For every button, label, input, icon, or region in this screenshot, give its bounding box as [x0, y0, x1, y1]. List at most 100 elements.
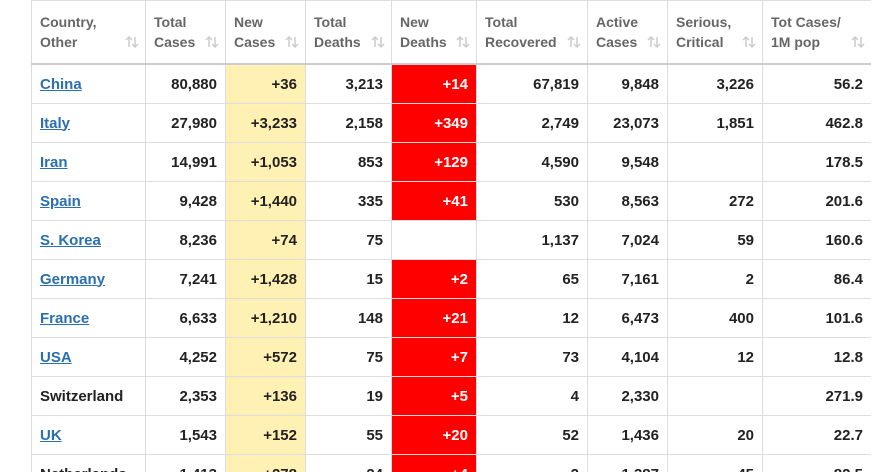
column-header[interactable]: Tot Cases/1M pop — [762, 0, 871, 65]
header-text: Total — [314, 14, 347, 30]
data-row: Switzerland 2,353 +136 19 +5 4 2,330 271.9 — [31, 376, 871, 416]
country-link[interactable]: Spain — [40, 192, 81, 210]
header-text: Active — [596, 14, 639, 30]
country-link[interactable]: China — [40, 75, 82, 93]
data-row: Iran 14,991 +1,053 853 +129 4,590 9,548 178.5 — [31, 142, 871, 182]
data-cell — [667, 376, 763, 416]
data-cell: 12 — [667, 337, 763, 377]
country-link[interactable]: UK — [40, 426, 62, 444]
data-cell: 52 — [476, 415, 588, 455]
data-cell: 75 — [305, 337, 392, 377]
column-header[interactable]: New Deaths — [391, 0, 477, 65]
data-cell: +7 — [391, 337, 477, 377]
data-cell: 9,548 — [587, 142, 668, 182]
header-text: Other — [40, 34, 78, 50]
country-link[interactable]: Iran — [40, 153, 68, 171]
data-cell: 12 — [476, 298, 588, 338]
header-text: Country, — [40, 14, 97, 30]
data-cell: 2,353 — [145, 376, 226, 416]
data-cell: +572 — [225, 337, 306, 377]
data-cell: 22.7 — [762, 415, 871, 455]
data-cell: 4,590 — [476, 142, 588, 182]
data-cell: 4 — [476, 376, 588, 416]
country-cell: Spain — [31, 181, 146, 221]
column-header[interactable]: Total Deaths — [305, 0, 392, 65]
column-header[interactable]: Country, Other — [31, 0, 146, 65]
data-cell: 1,436 — [587, 415, 668, 455]
data-cell: 75 — [305, 220, 392, 260]
country-name: Switzerland — [40, 387, 124, 405]
country-name: Netherlands — [40, 466, 127, 472]
data-cell: 201.6 — [762, 181, 871, 221]
data-row: China 80,880 +36 3,213 +14 67,819 9,848 3,226 56… — [31, 63, 871, 104]
data-cell: 82.5 — [762, 454, 871, 472]
data-cell: +3,233 — [225, 103, 306, 143]
country-cell: USA — [31, 337, 146, 377]
data-cell: 19 — [305, 376, 392, 416]
header-text: New — [400, 14, 429, 30]
sort-icon — [742, 35, 756, 49]
data-cell: +21 — [391, 298, 477, 338]
country-cell: UK — [31, 415, 146, 455]
data-cell: 15 — [305, 259, 392, 299]
data-cell: 7,161 — [587, 259, 668, 299]
data-cell: +41 — [391, 181, 477, 221]
country-cell: Italy — [31, 103, 146, 143]
country-cell: Germany — [31, 259, 146, 299]
data-cell: +1,440 — [225, 181, 306, 221]
data-cell: 7,024 — [587, 220, 668, 260]
sort-icon — [125, 35, 139, 49]
data-cell: +1,053 — [225, 142, 306, 182]
header-text: Deaths — [400, 34, 447, 50]
data-cell: 3,213 — [305, 63, 392, 104]
data-row: S. Korea 8,236 +74 75 1,137 7,024 59 160.6 — [31, 220, 871, 260]
sort-icon — [647, 35, 661, 49]
data-cell: 8,563 — [587, 181, 668, 221]
data-cell: +4 — [391, 454, 477, 472]
column-header[interactable]: New Cases — [225, 0, 306, 65]
data-cell: 4,104 — [587, 337, 668, 377]
country-cell: Netherlands — [31, 454, 146, 472]
data-cell: 12.8 — [762, 337, 871, 377]
country-link[interactable]: Germany — [40, 270, 106, 288]
data-row: France 6,633 +1,210 148 +21 12 6,473 400 101.6 — [31, 298, 871, 338]
data-row: Germany 7,241 +1,428 15 +2 65 7,161 2 86.4 — [31, 259, 871, 299]
data-cell: 45 — [667, 454, 763, 472]
data-cell: 86.4 — [762, 259, 871, 299]
data-cell: 4,252 — [145, 337, 226, 377]
data-cell: 853 — [305, 142, 392, 182]
data-cell: 8,236 — [145, 220, 226, 260]
header-text: Cases — [596, 34, 638, 50]
data-cell: 3,226 — [667, 63, 763, 104]
data-cell: 400 — [667, 298, 763, 338]
column-header[interactable]: Total Recovered — [476, 0, 588, 65]
data-cell: 178.5 — [762, 142, 871, 182]
country-link[interactable]: S. Korea — [40, 231, 101, 249]
data-cell: 1,543 — [145, 415, 226, 455]
country-link[interactable]: France — [40, 309, 90, 327]
header-text: Tot Cases/ — [771, 14, 841, 30]
data-cell: 73 — [476, 337, 588, 377]
header-row: Country, Other Total Cases New Cases Total Deat… — [31, 0, 871, 65]
data-row: Netherlands 1,413+27824+421,3874582.5 — [31, 454, 871, 472]
country-cell: Switzerland — [31, 376, 146, 416]
column-header[interactable]: Active Cases — [587, 0, 668, 65]
data-cell: 148 — [305, 298, 392, 338]
column-header[interactable]: Serious, Critical — [667, 0, 763, 65]
country-link[interactable]: Italy — [40, 114, 71, 132]
sort-icon — [371, 35, 385, 49]
country-cell: China — [31, 63, 146, 104]
sort-icon — [205, 35, 219, 49]
data-cell: 2,330 — [587, 376, 668, 416]
country-link[interactable]: USA — [40, 348, 72, 366]
data-cell: 9,848 — [587, 63, 668, 104]
data-cell: 2 — [667, 259, 763, 299]
header-text: 1M pop — [771, 34, 820, 50]
header-text: Recovered — [485, 34, 557, 50]
data-cell: +1,428 — [225, 259, 306, 299]
header-text: Serious, — [676, 14, 732, 30]
column-header[interactable]: Total Cases — [145, 0, 226, 65]
data-cell: +20 — [391, 415, 477, 455]
data-cell: 59 — [667, 220, 763, 260]
data-cell: +14 — [391, 63, 477, 104]
